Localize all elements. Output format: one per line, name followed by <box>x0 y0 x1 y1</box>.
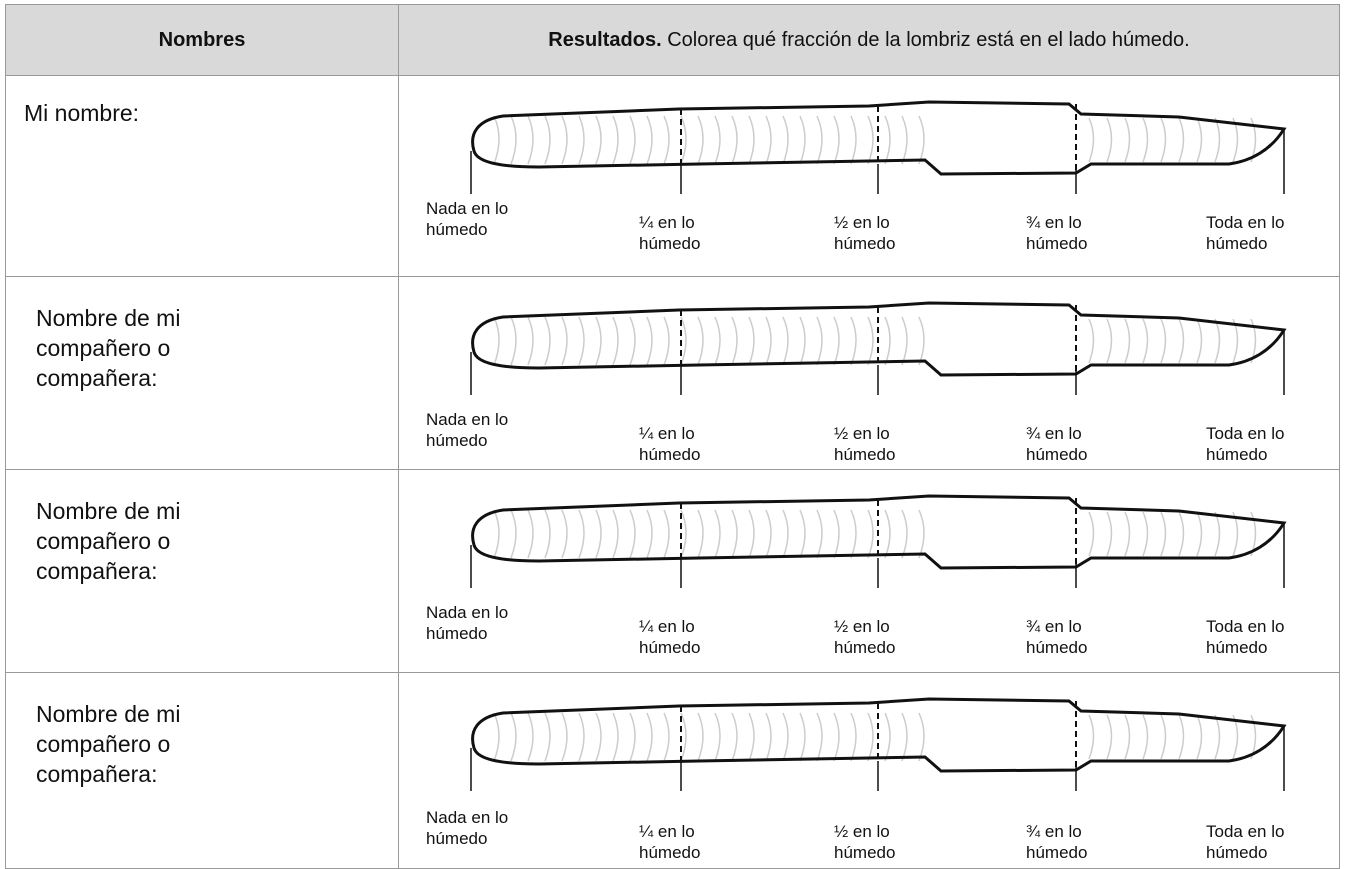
name-label: Mi nombre: <box>24 100 140 126</box>
fraction-label: Toda en lo húmedo <box>1206 822 1285 862</box>
header-results-bold: Resultados. <box>548 28 662 51</box>
fraction-label: Nada en lo húmedo <box>426 603 509 643</box>
worm-drawing <box>470 301 1287 395</box>
fraction-label: ½ en lo húmedo <box>834 213 896 253</box>
header-results-text: Colorea qué fracción de la lombriz está … <box>667 28 1190 51</box>
fraction-label: ¼ en lo húmedo <box>639 424 701 464</box>
fraction-label: ½ en lo húmedo <box>834 822 896 862</box>
worm <box>399 76 1339 271</box>
fraction-label: ¼ en lo húmedo <box>639 213 701 253</box>
fraction-label: Toda en lo húmedo <box>1206 424 1285 464</box>
header-results: Resultados. Colorea qué fracción de la l… <box>398 4 1340 76</box>
fraction-label: Toda en lo húmedo <box>1206 617 1285 657</box>
fraction-label: ¼ en lo húmedo <box>639 617 701 657</box>
table-row: Nombre de mi compañero o compañera: Nada … <box>5 673 1340 869</box>
cell-border <box>398 470 399 672</box>
worm-drawing <box>470 494 1287 588</box>
cell-border <box>398 76 399 276</box>
cell-border <box>398 277 399 469</box>
fraction-label: ¼ en lo húmedo <box>639 822 701 862</box>
fraction-label: Nada en lo húmedo <box>426 410 509 450</box>
fraction-label: Nada en lo húmedo <box>426 199 509 239</box>
worm <box>399 277 1339 472</box>
fraction-label: ½ en lo húmedo <box>834 617 896 657</box>
worm <box>399 673 1339 868</box>
table-row: Mi nombre: Nada en lo húmedo ¼ en lo húmed… <box>5 76 1340 277</box>
fraction-label: Toda en lo húmedo <box>1206 213 1285 253</box>
name-label: Nombre de mi compañero o compañera: <box>36 305 181 391</box>
table-row: Nombre de mi compañero o compañera: Nada … <box>5 470 1340 673</box>
fraction-label: ¾ en lo húmedo <box>1026 424 1088 464</box>
header-names: Nombres <box>5 4 399 76</box>
worm <box>399 470 1339 665</box>
worm-drawing <box>470 100 1287 194</box>
fraction-label: ¾ en lo húmedo <box>1026 213 1088 253</box>
name-label: Nombre de mi compañero o compañera: <box>36 498 181 584</box>
worm-drawing <box>470 697 1287 791</box>
fraction-label: ½ en lo húmedo <box>834 424 896 464</box>
name-label: Nombre de mi compañero o compañera: <box>36 701 181 787</box>
fraction-label: ¾ en lo húmedo <box>1026 822 1088 862</box>
cell-border <box>398 673 399 868</box>
table-row: Nombre de mi compañero o compañera: Nada … <box>5 277 1340 470</box>
fraction-label: Nada en lo húmedo <box>426 808 509 848</box>
fraction-label: ¾ en lo húmedo <box>1026 617 1088 657</box>
